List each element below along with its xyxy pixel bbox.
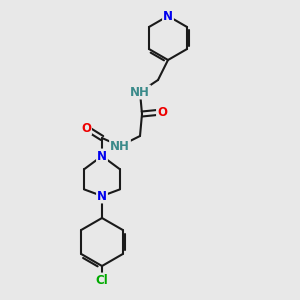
Text: O: O	[81, 122, 91, 134]
Text: N: N	[163, 10, 173, 22]
Text: N: N	[97, 190, 107, 202]
Text: NH: NH	[110, 140, 130, 152]
Text: O: O	[157, 106, 167, 118]
Text: N: N	[97, 149, 107, 163]
Text: NH: NH	[130, 85, 150, 98]
Text: Cl: Cl	[96, 274, 108, 286]
